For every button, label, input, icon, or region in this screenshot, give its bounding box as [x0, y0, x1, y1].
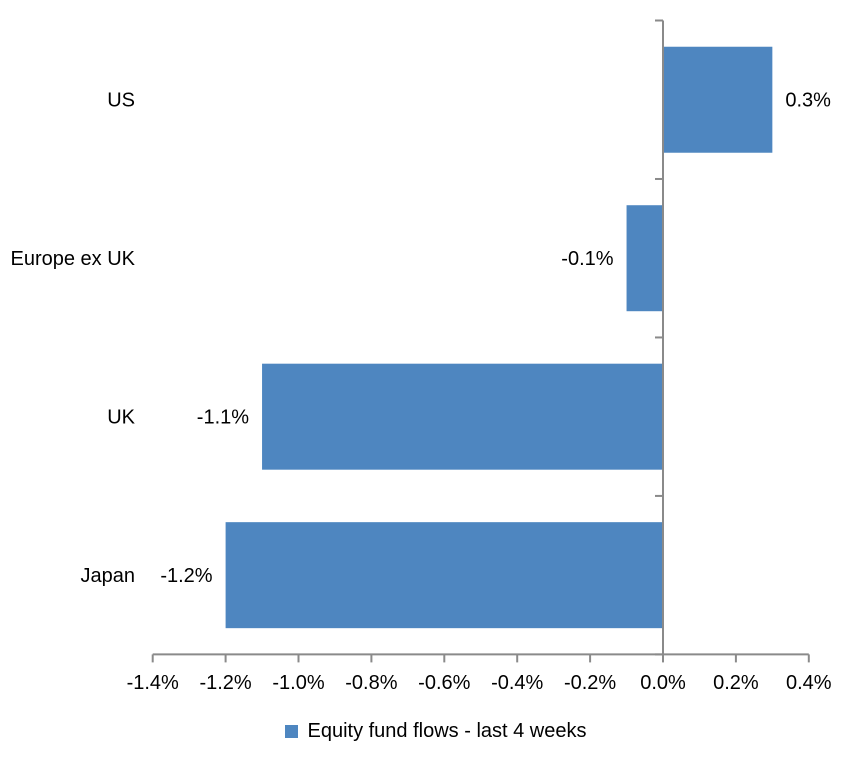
category-label-us: US — [107, 90, 135, 112]
x-tick-label-6: -0.2% — [564, 672, 616, 694]
value-label-japan: -1.2% — [160, 565, 212, 587]
x-tick-label-9: 0.4% — [786, 672, 832, 694]
legend-label: Equity fund flows - last 4 weeks — [307, 720, 587, 742]
bar-europe-ex-uk — [626, 205, 663, 312]
category-label-japan: Japan — [81, 565, 136, 587]
legend-swatch-icon — [285, 725, 299, 738]
x-tick-label-2: -1.0% — [272, 672, 324, 694]
bar-us — [663, 46, 773, 153]
x-tick-label-1: -1.2% — [199, 672, 251, 694]
bar-uk — [262, 363, 663, 470]
x-tick-label-7: 0.0% — [640, 672, 686, 694]
x-tick-label-8: 0.2% — [713, 672, 759, 694]
x-tick-label-4: -0.6% — [418, 672, 470, 694]
category-label-europe-ex-uk: Europe ex UK — [10, 248, 135, 270]
chart-legend: Equity fund flows - last 4 weeks — [20, 720, 852, 743]
x-tick-label-3: -0.8% — [345, 672, 397, 694]
value-label-us: 0.3% — [785, 90, 831, 112]
category-label-uk: UK — [107, 407, 135, 429]
bar-japan — [225, 522, 663, 629]
value-label-uk: -1.1% — [197, 407, 249, 429]
value-label-europe-ex-uk: -0.1% — [561, 248, 613, 270]
x-tick-label-5: -0.4% — [491, 672, 543, 694]
equity-fund-flows-bar-chart: 0.3% US -0.1% Europe ex UK -1.1% UK -1.2% Japan… — [10, 19, 832, 694]
x-tick-label-0: -1.4% — [127, 672, 179, 694]
